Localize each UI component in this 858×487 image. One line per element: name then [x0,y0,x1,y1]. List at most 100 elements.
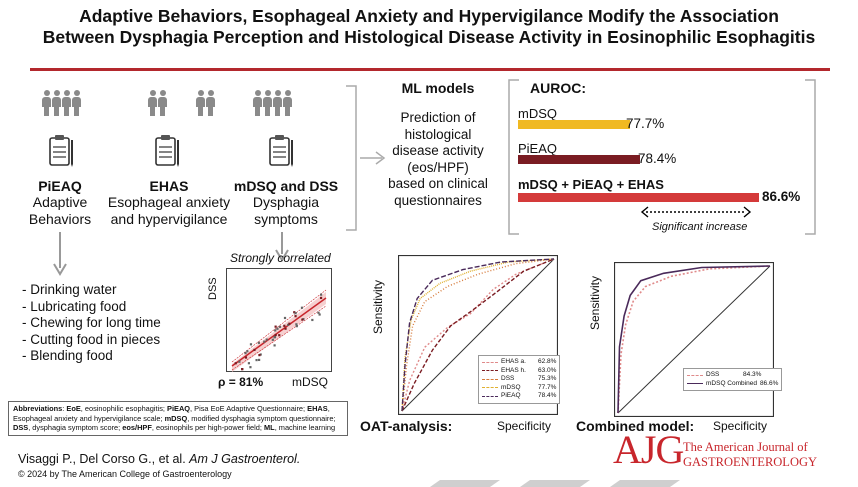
scatter-point [295,323,298,326]
correlation-label: Strongly correlated [230,251,331,265]
clipboard-icon [155,135,179,167]
scatter-point [311,318,314,322]
combined-legend: DSS 84.3% mDSQ Combined 86.6% [683,368,783,391]
legend-item: EHAS a. 62.8% [482,358,556,367]
scatter-point [278,325,282,328]
oat-xlabel: Specificity [497,419,552,433]
ml-line: Prediction of [400,110,476,125]
scatter-point [244,352,247,355]
column-line: Dysphagia [252,194,320,210]
citation-journal: Am J Gastroenterol. [189,452,301,466]
column-line: and hypervigilance [110,211,228,227]
scatter-point [295,325,298,328]
abbreviation-term: eos/HPF [122,423,152,433]
correlation-scatter [226,268,332,372]
abbreviation-term: EoE [66,404,81,413]
auroc-bar-value: 86.6% [762,189,801,204]
legend-label: DSS [706,371,720,378]
abbreviation-definition: , Pisa EoE Adaptive Questionnaire; [190,404,308,413]
scatter-point [300,306,304,309]
scatter-point [274,333,277,337]
auroc-bar-label: PiEAQ [518,141,558,156]
scatter-point [263,340,266,343]
significant-label: Significant increase [652,221,748,233]
legend-value: 78.4% [538,392,557,399]
people-group-4-icon [253,90,292,116]
abbreviations-box: Abbreviations: EoE, eosinophilic esophag… [8,401,348,436]
oat-caption: OAT-analysis: [360,418,453,434]
scatter-point [283,316,287,320]
person-icon [52,90,61,116]
person-icon [196,90,205,116]
scatter-point [273,336,276,339]
list-item: - Chewing for long time [22,315,161,330]
decorative-chevrons [430,480,680,487]
auroc-bar-label: mDSQ + PiEAQ + EHAS [518,177,664,192]
ajg-logo-mark: AJG [613,427,684,472]
ml-description: Prediction of histological disease activ… [378,110,498,209]
scatter-point [294,315,297,318]
correlation-xlabel: mDSQ [292,375,328,389]
scatter-point [246,350,249,353]
citation: Visaggi P., Del Corso G., et al. Am J Ga… [18,452,300,466]
citation-authors: Visaggi P., Del Corso G., et al. [18,452,190,466]
list-item: - Lubricating food [22,298,127,314]
column-line: symptoms [254,211,318,227]
roc-curve-ehas-h- [401,258,555,412]
rho-value: ρ = 81% [218,375,264,389]
auroc-bar-value: 77.7% [626,116,665,131]
ml-line: histological [404,126,472,142]
legend-swatch [687,383,703,385]
scatter-point [258,354,261,357]
page-title-line2: Between Dysphagia Perception and Histolo… [42,27,816,47]
people-group-3-icon [196,90,215,116]
scatter-point [249,366,252,369]
auroc-heading: AUROC: [530,80,586,96]
abbreviation-definition: , dysphagia symptom score; [28,423,123,433]
scatter-point [293,311,296,314]
scatter-point [238,360,241,363]
abbreviation-definition: : [62,404,67,413]
legend-item: DSS 75.3% [482,375,556,384]
scatter-point [247,362,251,365]
scatter-point [284,327,287,330]
roc-curve-dss [401,258,555,412]
legend-item: EHAS h. 63.0% [482,367,556,376]
abbreviation-term: PiEAQ [167,404,191,413]
scatter-point [241,368,244,371]
combined-ylabel: Sensitivity [588,275,602,330]
scatter-point [271,338,274,341]
copyright: © 2024 by The American College of Gastro… [18,469,232,479]
legend-value: 75.3% [538,375,557,382]
scatter-point [253,348,256,352]
logo-line1: The American Journal of [683,440,808,454]
abbreviation-definition: , modified dysphagia symptom questionnai… [187,413,336,423]
scatter-point [273,344,276,347]
column-line: Esophageal anxiety [107,194,231,210]
person-icon [148,90,157,116]
scatter-point [317,311,320,314]
title-divider [30,68,830,71]
arrow-down-icon [275,232,289,262]
legend-label: mDSQ Combined [706,379,757,387]
bracket-arrow-icon [346,85,386,231]
scatter-point [255,358,258,362]
scatter-point [287,323,290,326]
roc-curve-ehas-a- [401,258,555,412]
legend-value: 86.6% [759,379,779,387]
scatter-point [265,338,268,341]
legend-label: DSS [501,375,515,382]
combined-roc-chart [614,262,774,417]
double-arrow-icon [640,206,752,218]
scatter-point [283,324,286,327]
abbreviation-term: mDSQ [164,413,188,423]
scatter-point [274,325,277,328]
auroc-bar-value: 78.4% [638,151,677,166]
clipboard-icon [269,135,293,167]
person-icon [273,90,282,116]
column-pieaq: PiEAQ Adaptive Behaviors [10,178,110,228]
roc-curve-pieaq [401,258,555,412]
column-mdsq-dss: mDSQ and DSS Dysphagia symptoms [226,178,346,228]
oat-legend: EHAS a. 62.8% EHAS h. 63.0% DSS 75.3% mDSQ 77.7… [478,355,561,404]
legend-label: EHAS a. [501,358,526,365]
